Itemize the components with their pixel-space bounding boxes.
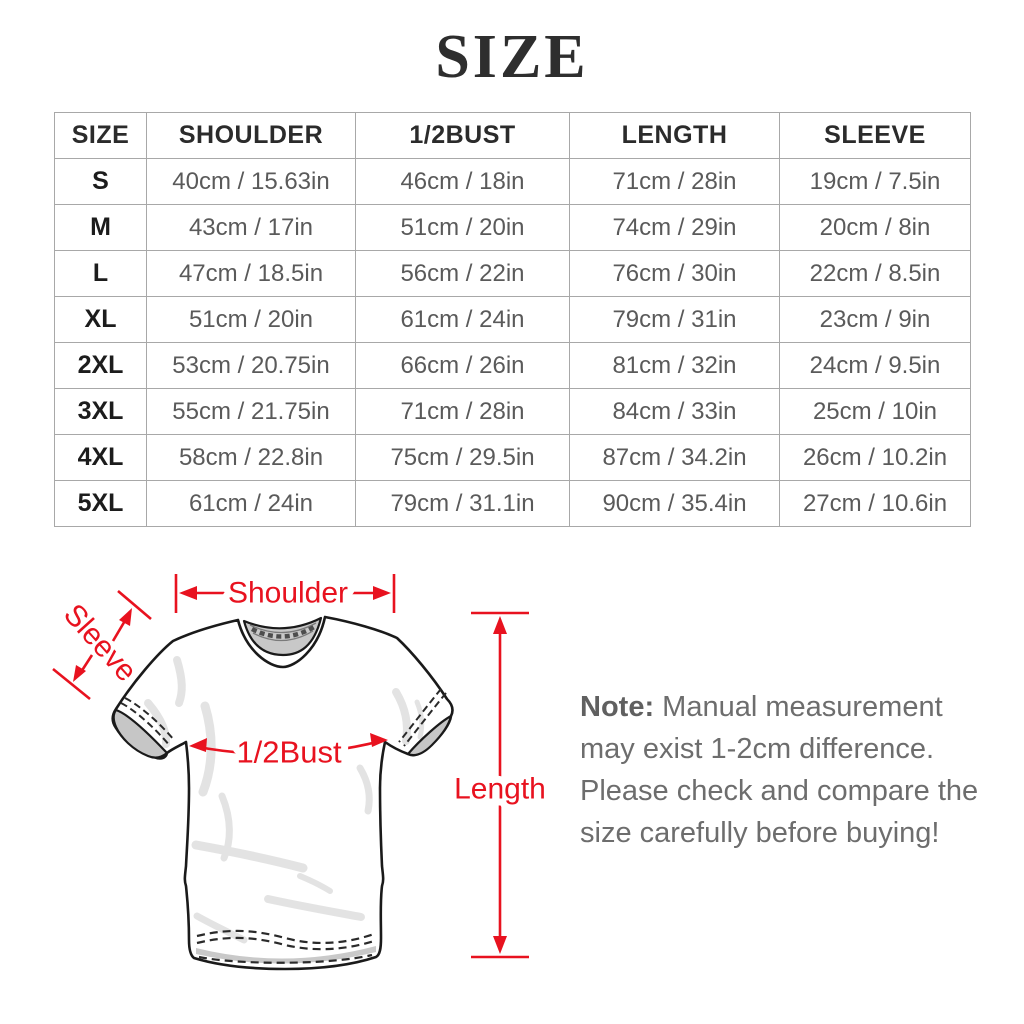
table-cell: 61cm / 24in [355,296,570,343]
table-cell: 23cm / 9in [779,296,971,343]
column-header-sleeve: SLEEVE [779,112,971,159]
table-cell: 87cm / 34.2in [569,434,780,481]
table-cell: 66cm / 26in [355,342,570,389]
table-cell: 43cm / 17in [146,204,356,251]
wrinkle-shading [144,656,425,944]
collar-stitch [249,622,317,642]
table-cell: 81cm / 32in [569,342,780,389]
measurement-note: Note: Manual measurement may exist 1-2cm… [580,686,986,854]
note-text: Manual measurement may exist 1-2cm diffe… [580,691,979,850]
shoulder-annotation [174,574,396,613]
note-label: Note: [580,691,655,723]
size-row-5xl: 5XL 61cm / 24in 79cm / 31.1in 90cm / 35.… [54,480,971,527]
sleeve-tick-upper [117,590,152,620]
left-cuff [112,708,169,759]
hem-band [196,946,376,964]
tshirt-measurement-diagram: Shoulder Sleeve 1/2Bust Length [52,570,553,971]
hem-stitches [196,929,375,964]
size-row-4xl: 4XL 58cm / 22.8in 75cm / 29.5in 87cm / 3… [54,434,971,481]
table-cell: 25cm / 10in [779,388,971,435]
table-cell: 20cm / 8in [779,204,971,251]
table-cell: 61cm / 24in [146,480,356,527]
arrowhead-left [189,738,207,752]
size-row-xl: XL 51cm / 20in 61cm / 24in 79cm / 31in 2… [54,296,971,343]
table-cell: 27cm / 10.6in [779,480,971,527]
length-label: Length [454,773,546,806]
table-cell: 22cm / 8.5in [779,250,971,297]
table-cell: 79cm / 31.1in [355,480,570,527]
table-cell: 75cm / 29.5in [355,434,570,481]
arrowhead-right [373,586,391,600]
arrowhead-down [493,936,507,954]
page-title: SIZE [435,23,589,91]
bust-label: 1/2Bust [236,735,342,770]
arrowhead-down-left [73,665,86,682]
column-header-bust: 1/2BUST [355,112,570,159]
table-cell: 19cm / 7.5in [779,158,971,205]
column-header-size: SIZE [54,112,147,159]
table-cell: 24cm / 9.5in [779,342,971,389]
table-cell: 51cm / 20in [146,296,356,343]
arrowhead-left [179,586,197,600]
size-row-l: L 47cm / 18.5in 56cm / 22in 76cm / 30in … [54,250,971,297]
table-cell: XL [54,296,147,343]
table-cell: S [54,158,147,205]
size-row-s: S 40cm / 15.63in 46cm / 18in 71cm / 28in… [54,158,971,205]
arrowhead-right [370,733,388,747]
column-header-shoulder: SHOULDER [146,112,356,159]
shoulder-label: Shoulder [228,577,348,610]
collar-inner [242,616,323,657]
table-cell: 84cm / 33in [569,388,780,435]
table-cell: 3XL [54,388,147,435]
length-annotation [471,611,529,959]
table-cell: L [54,250,147,297]
table-cell: 90cm / 35.4in [569,480,780,527]
cuff-stitches [120,688,447,747]
arrowhead-up [493,616,507,634]
table-cell: 76cm / 30in [569,250,780,297]
column-header-length: LENGTH [569,112,780,159]
arrowhead-up-right [119,608,132,626]
table-cell: 53cm / 20.75in [146,342,356,389]
sleeve-tick-lower [52,667,91,701]
table-cell: 46cm / 18in [355,158,570,205]
table-cell: 71cm / 28in [355,388,570,435]
size-row-3xl: 3XL 55cm / 21.75in 71cm / 28in 84cm / 33… [54,388,971,435]
size-row-2xl: 2XL 53cm / 20.75in 66cm / 26in 81cm / 32… [54,342,971,389]
table-cell: 71cm / 28in [569,158,780,205]
table-cell: 56cm / 22in [355,250,570,297]
right-cuff [406,714,453,757]
table-cell: 47cm / 18.5in [146,250,356,297]
table-header-row: SIZE SHOULDER 1/2BUST LENGTH SLEEVE [54,112,971,159]
table-cell: 2XL [54,342,147,389]
bust-annotation [189,733,388,756]
bust-arrow-line [192,738,386,756]
sleeve-arrow-upper [111,618,128,642]
table-cell: 40cm / 15.63in [146,158,356,205]
table-cell: 58cm / 22.8in [146,434,356,481]
size-chart-table: SIZE SHOULDER 1/2BUST LENGTH SLEEVE S 40… [54,112,971,527]
table-cell: 5XL [54,480,147,527]
tshirt-outline [111,615,454,971]
table-cell: 51cm / 20in [355,204,570,251]
table-cell: 26cm / 10.2in [779,434,971,481]
table-cell: M [54,204,147,251]
table-cell: 55cm / 21.75in [146,388,356,435]
table-cell: 79cm / 31in [569,296,780,343]
size-row-m: M 43cm / 17in 51cm / 20in 74cm / 29in 20… [54,204,971,251]
table-cell: 4XL [54,434,147,481]
sleeve-annotation [52,590,152,701]
table-cell: 74cm / 29in [569,204,780,251]
